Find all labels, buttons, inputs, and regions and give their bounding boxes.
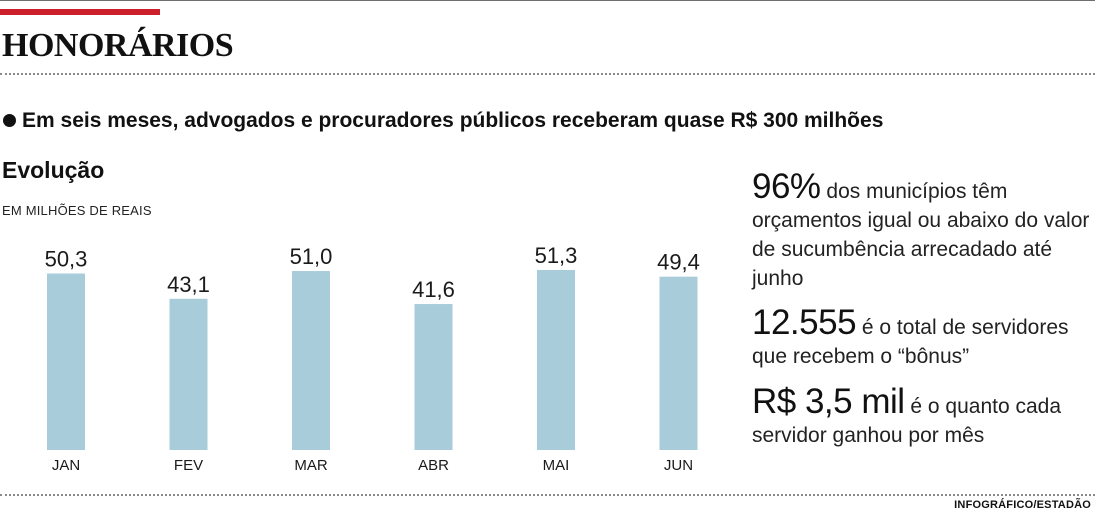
- bar-jun: [659, 276, 698, 450]
- subtitle: Em seis meses, advogados e procuradores …: [3, 109, 883, 133]
- fact-valor-mensal: R$ 3,5 mil é o quanto cada servidor ganh…: [752, 384, 1097, 450]
- category-label: ABR: [418, 457, 449, 474]
- category-label: MAR: [294, 457, 328, 474]
- bar-value-label: 51,0: [290, 244, 333, 269]
- bar-value-label: 50,3: [45, 247, 88, 272]
- bar-mar: [292, 271, 330, 450]
- fact-servidores: 12.555 é o total de servidores que receb…: [752, 305, 1097, 371]
- subtitle-text: Em seis meses, advogados e procuradores …: [22, 109, 884, 132]
- category-label: FEV: [174, 457, 203, 474]
- fact-municipios: 96% dos municípios têm orçamentos igual …: [752, 169, 1097, 293]
- fact-number: 96%: [752, 167, 821, 206]
- page-title: HONORÁRIOS: [2, 27, 234, 64]
- bar-mai: [537, 270, 575, 450]
- bar-chart: 50,3 JAN 43,1 FEV 51,0 MAR 41,6 ABR 51,3 MAI 49,4 J…: [45, 243, 700, 474]
- bar-fev: [169, 298, 208, 450]
- chart-unit-label: EM MILHÕES DE REAIS: [2, 203, 152, 218]
- fact-text: dos municípios têm orçamentos igual ou a…: [752, 180, 1090, 290]
- fact-text: é o quanto cada servidor ganhou por mês: [752, 395, 1062, 447]
- top-rule: [0, 0, 1095, 1]
- bar-value-label: 51,3: [535, 243, 578, 268]
- bar-jan: [47, 273, 85, 450]
- fact-number: R$ 3,5 mil: [752, 382, 905, 421]
- chart-title: Evolução: [2, 157, 105, 183]
- bar-abr: [414, 304, 453, 450]
- bullet-icon: [3, 114, 16, 127]
- accent-bar: [0, 9, 160, 15]
- bar-value-label: 41,6: [412, 277, 455, 302]
- category-label: JAN: [52, 457, 80, 474]
- fact-text: é o total de servidores que recebem o “b…: [752, 316, 1069, 368]
- bar-value-label: 43,1: [167, 272, 210, 297]
- credit: INFOGRÁFICO/ESTADÃO: [954, 499, 1091, 511]
- facts-panel: 96% dos municípios têm orçamentos igual …: [752, 169, 1097, 450]
- dotted-divider-top: [0, 73, 1095, 75]
- category-label: JUN: [664, 457, 693, 474]
- bar-value-label: 49,4: [657, 250, 700, 275]
- dotted-divider-bottom: [0, 494, 1095, 496]
- fact-number: 12.555: [752, 303, 857, 342]
- category-label: MAI: [543, 457, 570, 474]
